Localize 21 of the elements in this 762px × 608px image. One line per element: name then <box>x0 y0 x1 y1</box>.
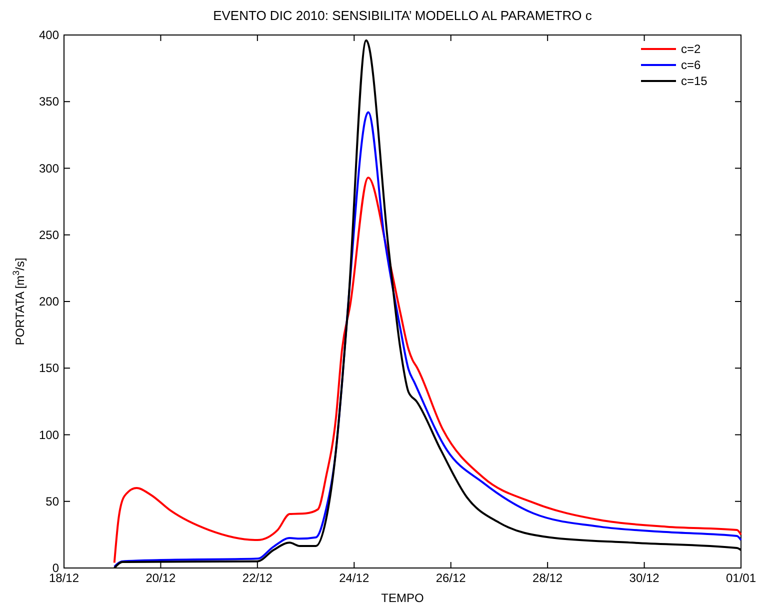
legend-label: c=2 <box>681 42 702 56</box>
x-tick-label: 28/12 <box>532 571 563 585</box>
x-tick-label: 30/12 <box>629 571 660 585</box>
y-tick-label: 100 <box>38 428 60 442</box>
legend-label: c=6 <box>681 58 702 72</box>
x-tick-label: 24/12 <box>339 571 370 585</box>
x-tick-label: 01/01 <box>726 571 756 585</box>
y-tick-label: 350 <box>38 94 60 109</box>
y-tick-label: 50 <box>46 494 60 508</box>
y-tick-label: 250 <box>38 228 60 242</box>
x-tick-label: 26/12 <box>436 571 466 585</box>
y-tick-label: 200 <box>38 294 60 308</box>
y-tick-label: 400 <box>38 28 60 42</box>
x-tick-label: 22/12 <box>242 571 273 585</box>
x-tick-label: 20/12 <box>146 571 176 585</box>
y-tick-label: 150 <box>38 361 60 376</box>
legend-label: c=15 <box>681 74 708 88</box>
line-series <box>113 176 742 564</box>
chart-title: EVENTO DIC 2010: SENSIBILITA’ MODELLO AL PARAMETRO c <box>213 8 592 23</box>
y-tick-label: 300 <box>38 161 60 176</box>
x-axis-title: TEMPO <box>381 591 424 605</box>
